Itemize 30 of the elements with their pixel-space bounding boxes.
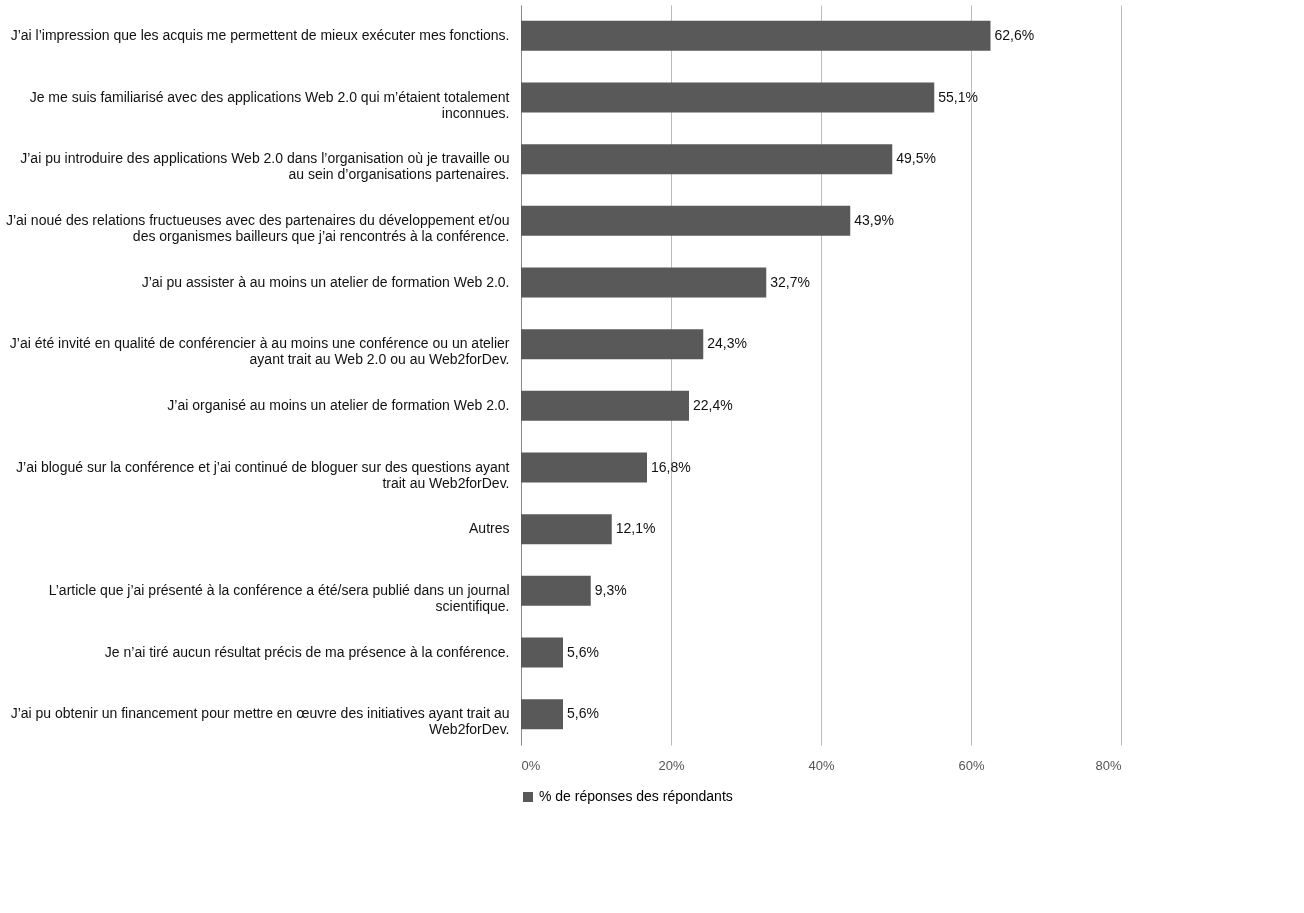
- x-tick-label: 80%: [1095, 757, 1122, 773]
- y-tick-label: Je n’ai tiré aucun résultat précis de ma présence à la conférence.: [104, 643, 510, 660]
- y-tick-label: J’ai pu introduire des applications Web 2.0 dans l’organisation où je travaille ou au sein d’organisations partenaires.: [20, 150, 510, 183]
- data-label: 5,6%: [567, 643, 599, 660]
- data-label: 55,1%: [938, 88, 978, 105]
- data-label: 9,3%: [594, 581, 627, 598]
- x-tick-label: 0%: [521, 757, 541, 773]
- data-label: 12,1%: [615, 520, 656, 537]
- y-tick-label: J’ai pu obtenir un financement pour mettre en œuvre des initiatives ayant trait au Web2forDev.: [10, 705, 510, 738]
- y-tick-label: J’ai noué des relations fructueuses avec des partenaires du développement et/ou des organismes bailleurs que j’ai rencontrés à la conférence.: [5, 211, 510, 244]
- y-tick-label: L’article que j’ai présenté à la conférence a été/sera publié dans un journal scientifique.: [48, 581, 510, 614]
- data-label: 49,5%: [896, 150, 936, 167]
- x-tick-label: 40%: [808, 757, 835, 773]
- data-label: 22,4%: [693, 396, 733, 413]
- y-tick-label: Autres: [469, 520, 510, 537]
- data-label: 16,8%: [651, 458, 691, 475]
- y-tick-label: J’ai été invité en qualité de conférencier à au moins une conférence ou un atelier ayant trait au Web 2.0 ou au Web2forDev.: [9, 335, 510, 368]
- y-tick-label: J’ai l’impression que les acquis me permettent de mieux exécuter mes fonctions.: [10, 26, 510, 43]
- data-label: 24,3%: [707, 335, 747, 352]
- y-tick-label: J’ai pu assister à au moins un atelier de formation Web 2.0.: [141, 273, 510, 290]
- data-label: 5,6%: [567, 705, 599, 722]
- data-label: 32,7%: [770, 273, 810, 290]
- x-tick-label: 20%: [658, 757, 685, 773]
- data-label: 43,9%: [854, 211, 894, 228]
- x-tick-label: 60%: [958, 757, 985, 773]
- legend-label: % de réponses des répondants: [539, 788, 733, 804]
- y-tick-label: J’ai organisé au moins un atelier de formation Web 2.0.: [167, 396, 510, 413]
- data-label: 62,6%: [994, 26, 1035, 43]
- y-tick-label: Je me suis familiarisé avec des applications Web 2.0 qui m’étaient totalement inconnues.: [29, 88, 510, 121]
- y-tick-label: J’ai blogué sur la conférence et j’ai continué de bloguer sur des questions ayant trait au Web2forDev.: [16, 458, 510, 491]
